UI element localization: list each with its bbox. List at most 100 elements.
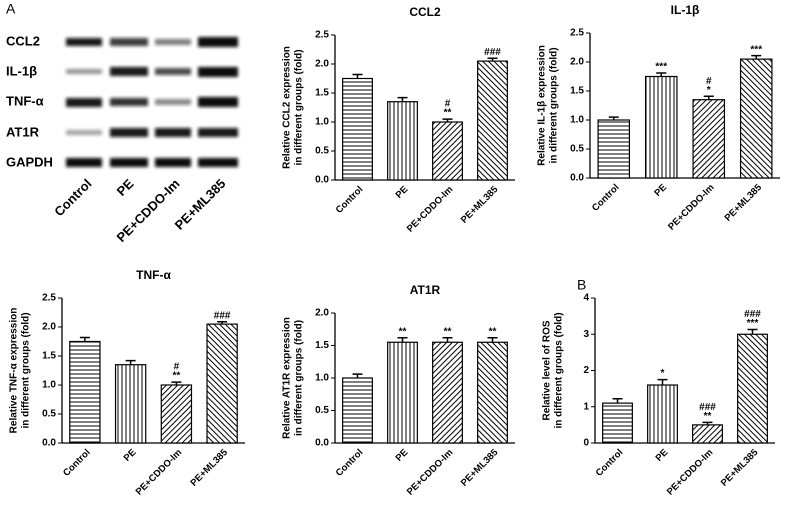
bar [644,75,678,179]
blot-band [198,158,238,167]
y-tick-label: 1.5 [570,86,584,97]
x-tick-label: PE+CDDO-Im [666,182,717,233]
x-tick-label: PE [394,184,411,201]
bar [739,58,773,179]
bar [692,424,723,444]
error-bar [656,72,667,77]
chart-title: IL-1β [671,3,700,17]
significance-label: *** [655,62,667,73]
error-bar [352,373,363,378]
blot-band [66,158,102,167]
significance-label: ** [704,411,712,422]
bar [387,341,418,444]
blot-row-label: TNF-α [6,93,44,108]
x-tick-label: PE+ML385 [459,447,501,489]
y-axis-label: in different groups (fold) [554,312,565,428]
x-tick-label: PE [394,447,411,464]
x-tick-label: PE [654,447,671,464]
y-tick-label: 0.0 [42,438,56,449]
x-tick-label: PE+CDDO-Im [134,447,185,498]
panel-label: B [577,277,586,293]
y-tick-label: 1.0 [315,117,329,128]
blot-band [110,38,148,46]
y-tick-label: 1.0 [570,115,584,126]
bar [69,340,101,444]
bar [602,402,633,444]
significance-label: * [707,85,711,96]
significance-label: ** [444,326,452,337]
y-axis-label: Relative TNF-α expression [9,308,20,434]
y-tick-label: 2.5 [315,30,329,41]
error-bar [397,96,408,102]
bar [737,333,768,444]
bar [114,364,147,444]
blot-row-label: GAPDH [6,154,53,169]
bar [647,384,678,444]
error-bar [171,381,182,385]
blot-band [66,130,102,135]
error-bar [442,336,453,343]
significance-label: ### [484,47,501,58]
y-axis-label: Relative CCL2 expression [282,46,293,169]
error-bar [217,321,228,325]
chart: AT1R Relative AT1R expression in different… [282,283,515,498]
significance-label: * [661,368,665,379]
blot-band [66,98,102,107]
bar [477,60,508,181]
y-tick-label: 1.5 [42,351,56,362]
x-tick-label: PE+CDDO-Im [405,447,456,498]
y-axis-label: in different groups (fold) [294,320,305,436]
y-tick-label: 0.5 [315,146,329,157]
error-bar [487,57,498,62]
blot-band [110,67,148,76]
blot-band [66,38,102,46]
blot-band [198,128,238,137]
error-bar [79,336,90,342]
y-tick-label: 1.5 [315,88,329,99]
y-tick-label: 0.0 [315,438,329,449]
x-tick-label: PE+ML385 [719,447,761,489]
blot-band [66,69,102,74]
chart: IL-1β Relative IL-1β expression in differe… [537,3,780,233]
y-tick-label: 2.0 [315,59,329,70]
significance-label: ### [699,402,716,413]
x-tick-label: Control [334,447,366,479]
x-tick-label: PE [652,182,669,199]
blot-band [155,99,191,105]
blot-band [110,98,148,106]
significance-label: ### [744,309,761,320]
blot-band [155,128,191,137]
y-tick-label: 1.0 [42,380,56,391]
y-tick-label: 0.5 [570,144,584,155]
y-axis-label: in different groups (fold) [549,47,560,163]
blot-row-label: AT1R [6,124,40,139]
blot-band [198,37,238,47]
y-axis-label: Relative IL-1β expression [537,45,548,166]
x-tick-label: PE+ML385 [459,184,501,226]
blot-row-label: CCL2 [6,33,40,48]
error-bar [487,336,498,343]
error-bar [397,336,408,343]
y-tick-label: 2.5 [570,28,584,39]
blot-band [198,97,238,107]
bar [206,323,238,444]
y-tick-label: 0 [583,438,589,449]
panel-label: A [6,1,16,17]
x-tick-label: PE+CDDO-Im [405,184,456,235]
bar [432,341,463,444]
significance-label: *** [750,44,762,55]
y-tick-label: 0.5 [315,405,329,416]
significance-label: ** [489,326,497,337]
chart: CCL2 Relative CCL2 expression in different… [282,5,515,235]
error-bar [608,116,619,120]
y-axis-label: Relative level of ROS [542,320,553,420]
y-tick-label: 2.0 [42,322,56,333]
blot-band [155,68,191,75]
blot-row-label: IL-1β [6,63,37,78]
y-tick-label: 2.5 [42,293,56,304]
chart: B Relative level of ROS in different group… [542,277,775,498]
blot-band [155,158,191,167]
error-bar [702,421,713,425]
y-tick-label: 0.0 [315,175,329,186]
